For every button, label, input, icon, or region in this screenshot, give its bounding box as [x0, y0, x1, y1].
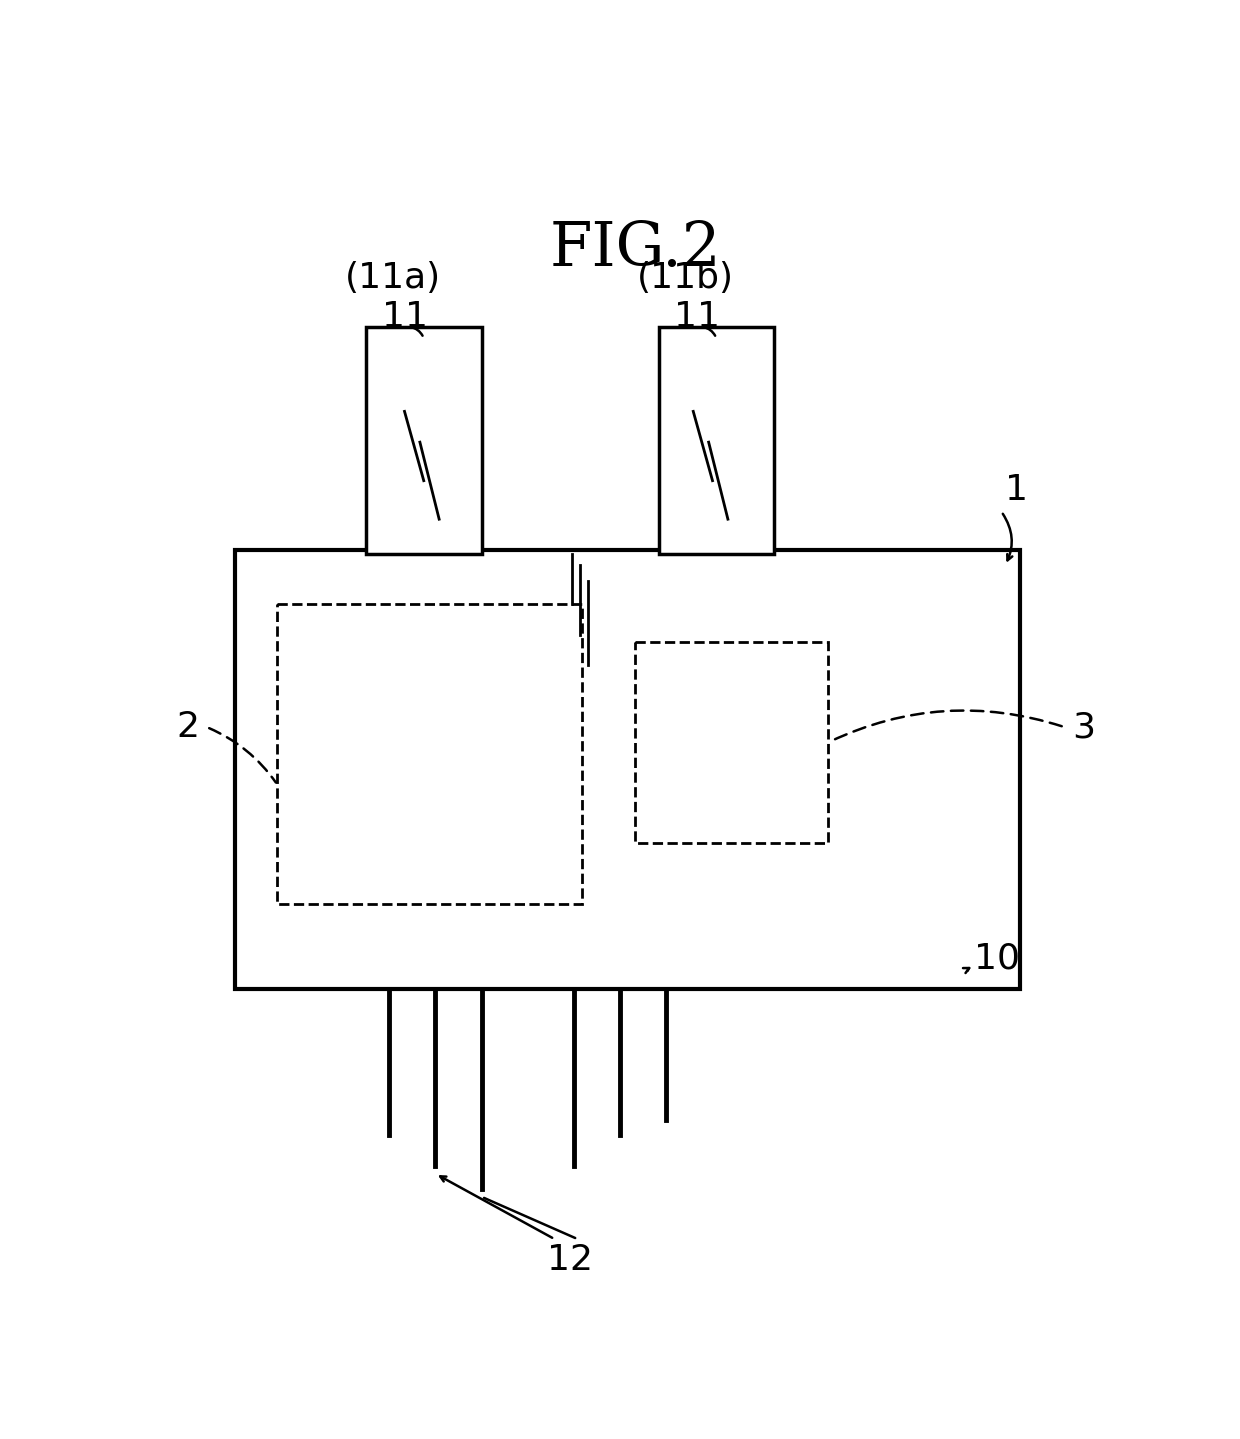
Bar [278, 604, 582, 904]
Text: 11: 11 [675, 299, 720, 334]
Bar [236, 550, 1021, 989]
Bar [635, 642, 828, 843]
Text: 12: 12 [547, 1243, 593, 1276]
Text: 10: 10 [975, 941, 1021, 976]
Text: 11: 11 [382, 299, 428, 334]
Text: (11b): (11b) [637, 262, 734, 295]
Bar [366, 327, 481, 554]
Text: 1: 1 [1006, 473, 1028, 507]
Text: 2: 2 [176, 709, 198, 744]
Text: 3: 3 [1073, 709, 1095, 744]
Text: FIG.2: FIG.2 [549, 219, 722, 279]
Text: (11a): (11a) [345, 262, 441, 295]
Bar [658, 327, 774, 554]
